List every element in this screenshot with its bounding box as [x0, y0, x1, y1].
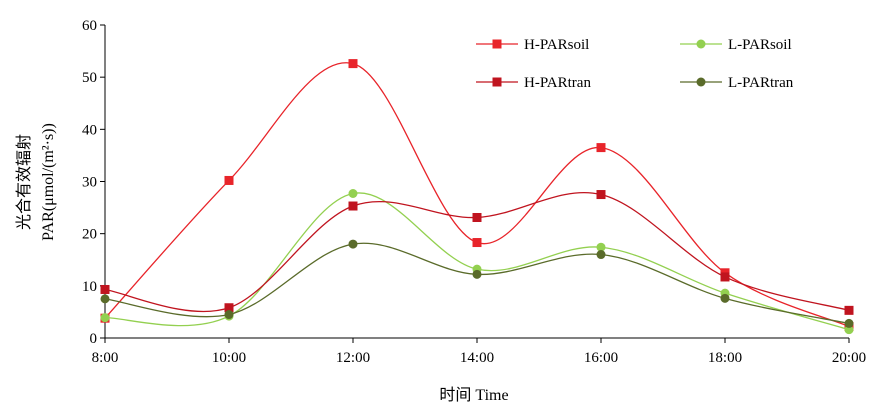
data-point-h-partran	[596, 190, 606, 200]
legend-label-h-parsoil: H-PARsoil	[524, 37, 589, 53]
data-point-l-partran	[224, 310, 234, 320]
data-point-l-parsoil	[100, 313, 110, 323]
x-tick-label: 10:00	[212, 350, 246, 366]
legend-label-h-partran: H-PARtran	[524, 75, 591, 91]
data-point-h-parsoil	[472, 238, 482, 248]
series-layer	[100, 59, 854, 335]
y-axis-title-line2: PAR(μmol/(m²·s))	[40, 123, 57, 241]
data-point-h-partran	[844, 305, 854, 315]
data-point-l-partran	[844, 318, 854, 328]
data-point-h-partran	[472, 212, 482, 222]
y-tick-label: 30	[82, 175, 97, 191]
legend-label-l-partran: L-PARtran	[728, 75, 794, 91]
data-point-h-parsoil	[348, 59, 358, 69]
x-tick-label: 8:00	[92, 350, 119, 366]
x-tick-label: 16:00	[584, 350, 618, 366]
x-tick-label: 14:00	[460, 350, 494, 366]
x-tick-label: 18:00	[708, 350, 742, 366]
series-line-l-partran	[104, 242, 850, 325]
data-point-h-partran	[348, 201, 358, 211]
series-line-h-partran	[104, 192, 850, 313]
data-point-l-parsoil	[844, 325, 854, 335]
data-point-h-parsoil	[596, 143, 606, 153]
data-point-h-partran	[100, 284, 110, 294]
data-point-l-partran	[472, 269, 482, 279]
y-tick-label: 60	[82, 18, 97, 34]
data-point-l-partran	[348, 239, 358, 249]
y-tick-label: 0	[90, 331, 98, 347]
data-point-h-parsoil	[224, 175, 234, 185]
x-tick-label: 20:00	[832, 350, 866, 366]
y-axis-title-line1: 光合有效辐射	[15, 134, 33, 230]
axes: 0 10 20 30 40 50 60 8:00 10:00 12:00 14:00 16:00 18:…	[82, 18, 866, 366]
data-point-l-partran	[596, 250, 606, 260]
x-axis-title: 时间 Time	[439, 386, 508, 404]
legend-label-l-parsoil: L-PARsoil	[728, 37, 792, 53]
y-tick-label: 50	[82, 70, 97, 86]
data-point-l-parsoil	[596, 242, 606, 252]
data-point-h-partran	[224, 303, 234, 313]
legend-marker-h-parsoil	[492, 39, 502, 49]
x-tick-label: 12:00	[336, 350, 370, 366]
y-tick-label: 20	[82, 227, 97, 243]
series-line-h-parsoil	[104, 62, 850, 328]
legend-marker-l-partran	[696, 77, 706, 87]
data-point-l-partran	[100, 294, 110, 304]
legend: H-PARsoil L-PARsoil H-PARtran L-PARtran	[476, 37, 794, 91]
y-tick-label: 40	[82, 122, 97, 138]
legend-marker-l-parsoil	[696, 39, 706, 49]
data-point-h-partran	[720, 272, 730, 282]
y-tick-label: 10	[82, 279, 97, 295]
data-point-l-partran	[720, 293, 730, 303]
data-point-l-parsoil	[348, 188, 358, 198]
legend-marker-h-partran	[492, 77, 502, 87]
